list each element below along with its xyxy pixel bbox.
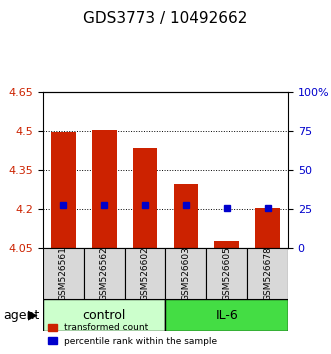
FancyBboxPatch shape — [43, 299, 166, 331]
Text: GSM526562: GSM526562 — [100, 246, 109, 301]
Bar — [214, 241, 239, 248]
Text: ▶: ▶ — [28, 309, 38, 321]
FancyBboxPatch shape — [247, 248, 288, 299]
Legend: transformed count, percentile rank within the sample: transformed count, percentile rank withi… — [44, 320, 221, 349]
Bar — [133, 148, 157, 248]
FancyBboxPatch shape — [84, 248, 125, 299]
FancyBboxPatch shape — [125, 248, 166, 299]
FancyBboxPatch shape — [166, 299, 288, 331]
Text: GSM526603: GSM526603 — [181, 246, 190, 301]
FancyBboxPatch shape — [166, 248, 206, 299]
Text: control: control — [82, 309, 126, 321]
Text: GDS3773 / 10492662: GDS3773 / 10492662 — [83, 11, 248, 25]
Text: GSM526602: GSM526602 — [141, 246, 150, 301]
FancyBboxPatch shape — [206, 248, 247, 299]
Text: agent: agent — [3, 309, 40, 321]
Text: GSM526561: GSM526561 — [59, 246, 68, 301]
Bar — [174, 184, 198, 248]
Text: GSM526678: GSM526678 — [263, 246, 272, 301]
Bar — [51, 132, 76, 248]
Text: IL-6: IL-6 — [215, 309, 238, 321]
FancyBboxPatch shape — [43, 248, 84, 299]
Bar — [255, 207, 280, 248]
Bar — [92, 130, 117, 248]
Text: GSM526605: GSM526605 — [222, 246, 231, 301]
